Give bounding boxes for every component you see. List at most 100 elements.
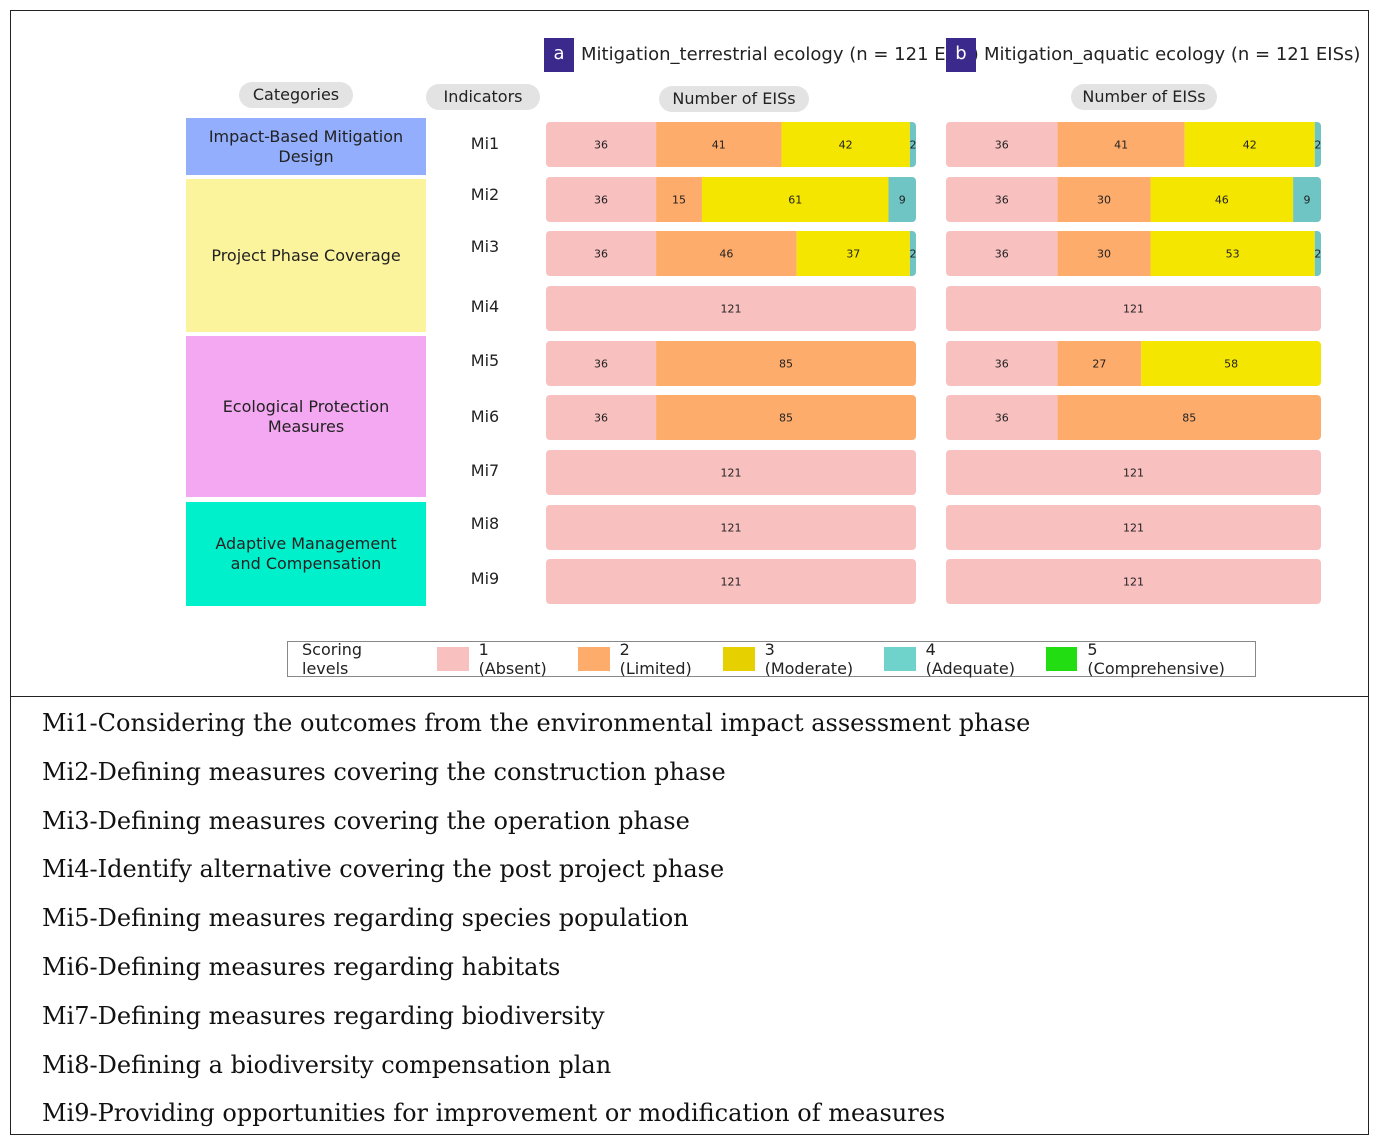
bar-segment-mi4-absent [946, 286, 1321, 331]
bar-segment-mi1-adequate [909, 122, 916, 167]
bar-row-mi2 [546, 177, 916, 222]
bar-segment-mi3-adequate [1314, 231, 1321, 276]
bar-segment-mi1-limited [656, 122, 782, 167]
bar-segment-mi9-absent [546, 559, 916, 604]
legend-swatch-adequate [884, 647, 916, 671]
panel-b-tag: b [946, 38, 976, 72]
panel-a-xlabel: Number of EISs [659, 86, 809, 112]
bar-value-label: 30 [1097, 194, 1111, 207]
bar-segment-mi2-absent [946, 177, 1058, 222]
bar-value-label: 2 [909, 248, 916, 261]
bar-segment-mi7-absent [946, 450, 1321, 495]
bar-value-label: 36 [594, 412, 608, 425]
bar-segment-mi2-moderate [1150, 177, 1294, 222]
bar-value-label: 121 [1123, 303, 1144, 316]
indicator-mi8: Mi8 [470, 514, 500, 533]
legend: Scoring levels 1 (Absent) 2 (Limited) 3 … [287, 640, 1256, 678]
bar-segment-mi1-moderate [781, 122, 910, 167]
bar-value-label: 121 [1123, 576, 1144, 589]
indicator-mi5: Mi5 [470, 351, 500, 370]
category-impact-based-mitigation-design: Impact-Based Mitigation Design [186, 118, 426, 175]
definition-mi2: Mi2-Defining measures covering the const… [42, 757, 726, 786]
bar-row-mi6 [946, 395, 1321, 440]
bar-segment-mi2-moderate [701, 177, 889, 222]
definition-mi3: Mi3-Defining measures covering the opera… [42, 806, 690, 835]
bar-value-label: 121 [1123, 467, 1144, 480]
bar-value-label: 41 [712, 139, 726, 152]
bar-row-mi7 [546, 450, 916, 495]
bar-value-label: 36 [594, 248, 608, 261]
bar-value-label: 121 [1123, 522, 1144, 535]
definition-mi4: Mi4-Identify alternative covering the po… [42, 855, 725, 884]
bar-row-mi1 [546, 122, 916, 167]
bar-row-mi8 [946, 505, 1321, 550]
bar-segment-mi2-limited [1057, 177, 1151, 222]
bar-value-label: 121 [721, 303, 742, 316]
indicator-mi2: Mi2 [470, 185, 500, 204]
bar-value-label: 9 [1304, 194, 1311, 207]
bar-value-label: 37 [846, 248, 860, 261]
bar-value-label: 36 [594, 194, 608, 207]
category-label: Project Phase Coverage [211, 245, 401, 265]
indicator-mi4: Mi4 [470, 297, 500, 316]
bar-segment-mi3-limited [1057, 231, 1151, 276]
bar-segment-mi3-moderate [796, 231, 910, 276]
category-project-phase-coverage: Project Phase Coverage [186, 179, 426, 332]
bar-row-mi3 [546, 231, 916, 276]
bar-value-label: 36 [995, 248, 1009, 261]
category-label: Adaptive Management and Compensation [215, 534, 397, 573]
indicator-definitions: Mi1-Considering the outcomes from the en… [42, 703, 1030, 1142]
bar-segment-mi2-absent [546, 177, 657, 222]
category-label: Impact-Based Mitigation Design [208, 126, 404, 166]
bar-value-label: 2 [1314, 248, 1321, 261]
bar-value-label: 58 [1224, 358, 1238, 371]
bar-value-label: 30 [1097, 248, 1111, 261]
category-ecological-protection-measures: Ecological Protection Measures [186, 336, 426, 497]
bar-value-label: 36 [995, 139, 1009, 152]
legend-label-comprehensive: 5 (Comprehensive) [1087, 640, 1225, 678]
category-adaptive-management-and-compensation: Adaptive Management and Compensation [186, 502, 426, 606]
bar-segment-mi1-absent [946, 122, 1058, 167]
indicators-header: Indicators [426, 84, 540, 110]
bar-segment-mi2-adequate [888, 177, 916, 222]
bar-segment-mi5-limited [656, 341, 916, 386]
bar-value-label: 2 [1314, 139, 1321, 152]
bar-value-label: 15 [672, 194, 686, 207]
bar-value-label: 46 [1215, 194, 1229, 207]
bar-segment-mi3-absent [946, 231, 1058, 276]
bar-value-label: 36 [995, 412, 1009, 425]
bar-row-mi3 [946, 231, 1321, 276]
bar-value-label: 41 [1114, 139, 1128, 152]
definition-mi7: Mi7-Defining measures regarding biodiver… [42, 1001, 605, 1030]
bar-value-label: 121 [721, 522, 742, 535]
panel-a-title: Mitigation_terrestrial ecology (n = 121 … [581, 44, 979, 65]
bar-row-mi9 [946, 559, 1321, 604]
legend-swatch-limited [578, 647, 610, 671]
legend-label-absent: 1 (Absent) [478, 640, 547, 678]
figure-frame [10, 10, 1369, 1135]
bar-segment-mi8-absent [946, 505, 1321, 550]
bar-row-mi8 [546, 505, 916, 550]
bar-value-label: 85 [779, 358, 793, 371]
panel-a-tag: a [544, 38, 574, 72]
bar-segment-mi6-absent [546, 395, 657, 440]
bar-value-label: 121 [721, 576, 742, 589]
bar-value-label: 9 [899, 194, 906, 207]
bar-row-mi4 [546, 286, 916, 331]
bar-value-label: 121 [721, 467, 742, 480]
bar-segment-mi5-limited [1057, 341, 1142, 386]
bar-value-label: 42 [1243, 139, 1257, 152]
bar-value-label: 36 [995, 194, 1009, 207]
bar-segment-mi1-limited [1057, 122, 1185, 167]
bar-segment-mi6-limited [1057, 395, 1321, 440]
bar-segment-mi5-moderate [1141, 341, 1321, 386]
bar-segment-mi2-limited [656, 177, 702, 222]
definition-mi5: Mi5-Defining measures regarding species … [42, 904, 689, 933]
bar-segment-mi5-absent [946, 341, 1058, 386]
bar-row-mi2 [946, 177, 1321, 222]
legend-swatch-absent [437, 647, 469, 671]
panel-b-xlabel: Number of EISs [1071, 84, 1217, 110]
bar-value-label: 27 [1092, 358, 1106, 371]
definition-mi1: Mi1-Considering the outcomes from the en… [42, 709, 1031, 737]
